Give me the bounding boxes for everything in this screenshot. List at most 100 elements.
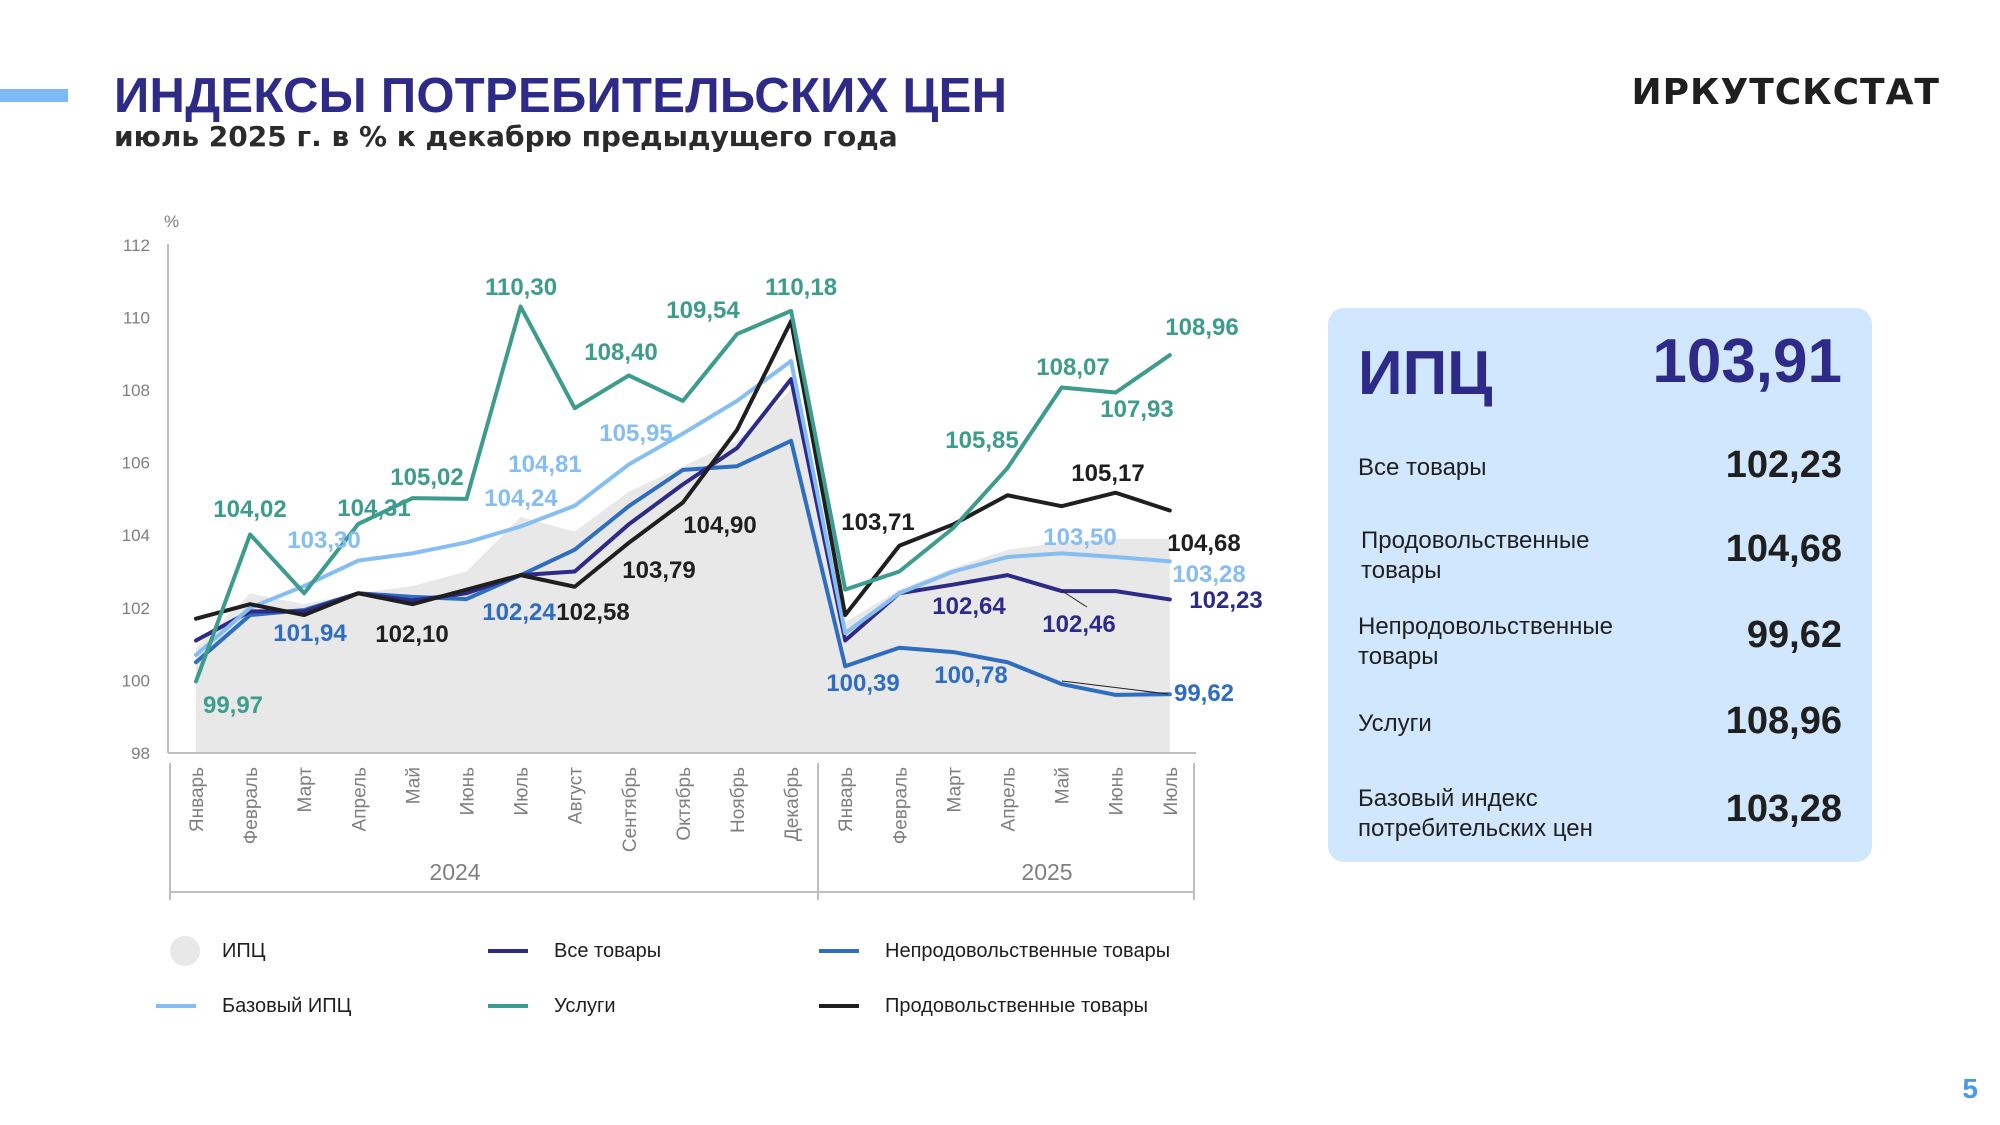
x-tick-label: Апрель xyxy=(349,767,370,832)
series-area-cpi xyxy=(196,390,1170,753)
data-label: 105,17 xyxy=(1071,460,1144,487)
x-tick-label: Октябрь xyxy=(674,767,695,841)
panel-row-core-cpi: Базовый индекс потребительских цен 103,2… xyxy=(1358,778,1842,848)
y-tick-label: 104 xyxy=(122,526,150,545)
data-label: 102,23 xyxy=(1189,587,1262,614)
legend-line-marker xyxy=(156,1004,196,1008)
legend-label: Базовый ИПЦ xyxy=(222,995,352,1017)
year-group-label: 2024 xyxy=(429,859,480,885)
data-label: 103,28 xyxy=(1172,561,1245,588)
data-label: 107,93 xyxy=(1100,396,1173,423)
panel-row-nonfood: Непродовольственные товары 99,62 xyxy=(1358,604,1842,674)
x-tick-label: Февраль xyxy=(241,767,262,844)
series-line xyxy=(194,358,1172,657)
x-tick-label: Июнь xyxy=(1107,767,1128,815)
panel-row-all-goods: Все товары 102,23 xyxy=(1358,438,1842,508)
panel-row-value: 99,62 xyxy=(1746,614,1842,656)
data-label: 109,54 xyxy=(666,297,740,324)
page-subtitle: июль 2025 г. в % к декабрю предыдущего г… xyxy=(114,120,898,153)
legend-line-marker xyxy=(488,1004,528,1008)
label-leader-line xyxy=(1061,590,1088,608)
legend-line-marker xyxy=(819,949,859,953)
data-label: 108,40 xyxy=(584,339,657,366)
data-label: 104,68 xyxy=(1167,530,1240,557)
x-tick-label: Май xyxy=(1053,767,1074,804)
x-tick-label: Март xyxy=(295,767,316,813)
y-tick-label: 108 xyxy=(122,381,150,400)
x-tick-label: Май xyxy=(403,767,424,804)
x-tick-label: Ноябрь xyxy=(728,767,749,833)
data-label: 105,02 xyxy=(390,464,463,491)
legend-line-marker xyxy=(488,949,528,953)
x-tick-label: Февраль xyxy=(890,767,911,844)
legend-line-marker xyxy=(819,1004,859,1008)
data-label: 102,64 xyxy=(932,593,1006,620)
y-tick-label: 100 xyxy=(122,671,150,690)
panel-row-food: Продовольственные товары 104,68 xyxy=(1358,518,1842,588)
data-label: 103,50 xyxy=(1043,524,1116,551)
data-label: 104,90 xyxy=(683,512,756,539)
data-label: 103,79 xyxy=(622,557,695,584)
legend-label: Непродовольственные товары xyxy=(885,940,1171,962)
accent-bar xyxy=(0,89,68,102)
data-label: 105,95 xyxy=(599,420,672,447)
label-leader-line xyxy=(1061,680,1169,695)
data-label: 99,97 xyxy=(203,692,263,719)
year-group-label: 2025 xyxy=(1021,859,1072,885)
x-tick-label: Январь xyxy=(836,767,857,832)
data-label: 103,71 xyxy=(841,509,914,536)
panel-row-label: Продовольственные товары xyxy=(1361,527,1590,584)
y-tick-label: 102 xyxy=(122,599,150,618)
x-tick-label: Июль xyxy=(1161,767,1182,816)
panel-row-value: 103,28 xyxy=(1725,788,1842,830)
data-label: 104,02 xyxy=(213,496,286,523)
y-tick-label: 112 xyxy=(123,236,150,255)
brand-logo: ИРКУТСКСТАТ xyxy=(1631,72,1940,113)
data-label: 102,24 xyxy=(482,599,556,626)
panel-row-label: Непродовольственные товары xyxy=(1358,613,1613,670)
data-label: 110,18 xyxy=(765,274,837,301)
series-line xyxy=(194,304,1172,684)
legend-label: Все товары xyxy=(554,940,662,962)
data-label: 108,96 xyxy=(1165,314,1238,341)
panel-header: ИПЦ 103,91 xyxy=(1358,326,1842,408)
panel-cpi-value: 103,91 xyxy=(1652,327,1842,396)
panel-row-label: Базовый индекс потребительских цен xyxy=(1358,785,1593,842)
x-tick-label: Июнь xyxy=(458,767,479,815)
page-number: 5 xyxy=(1962,1073,1978,1104)
data-label: 110,30 xyxy=(485,274,557,301)
y-tick-label: 110 xyxy=(123,308,150,327)
data-label: 100,78 xyxy=(934,662,1007,689)
panel-cpi-label: ИПЦ xyxy=(1358,339,1493,408)
data-label: 105,85 xyxy=(945,427,1018,454)
panel-row-label: Все товары xyxy=(1358,454,1487,481)
data-label: 102,10 xyxy=(375,621,448,648)
x-tick-label: Июль xyxy=(512,767,533,816)
legend-label: Продовольственные товары xyxy=(885,995,1149,1017)
x-tick-label: Сентябрь xyxy=(620,767,641,852)
panel-row-value: 108,96 xyxy=(1725,700,1842,742)
y-tick-label: 98 xyxy=(131,744,150,763)
legend-circle-marker xyxy=(170,936,200,966)
series-line xyxy=(194,319,1172,621)
data-label: 103,30 xyxy=(287,527,360,554)
x-tick-label: Апрель xyxy=(999,767,1020,832)
x-tick-label: Декабрь xyxy=(782,767,803,841)
x-tick-label: Январь xyxy=(187,767,208,832)
data-label: 99,62 xyxy=(1174,680,1234,707)
legend-label: Услуги xyxy=(554,995,616,1017)
panel-row-label: Услуги xyxy=(1358,710,1432,737)
data-label: 101,94 xyxy=(273,620,347,647)
panel-row-value: 104,68 xyxy=(1725,528,1842,570)
panel-row-services: Услуги 108,96 xyxy=(1358,694,1842,764)
x-tick-label: Август xyxy=(566,767,587,824)
legend-label: ИПЦ xyxy=(222,940,266,962)
y-axis-unit: % xyxy=(164,212,179,231)
summary-panel: ИПЦ 103,91 Все товары 102,23 Продовольст… xyxy=(1328,308,1872,862)
x-tick-label: Март xyxy=(944,767,965,813)
data-label: 104,31 xyxy=(337,495,410,522)
panel-row-value: 102,23 xyxy=(1725,444,1842,486)
page-title: ИНДЕКСЫ ПОТРЕБИТЕЛЬСКИХ ЦЕН xyxy=(114,69,1008,123)
cpi-line-chart: % 98 100 102 104 106 108 110 112 Январь Февраль Мар… xyxy=(122,212,1263,900)
data-label: 102,46 xyxy=(1042,611,1115,638)
